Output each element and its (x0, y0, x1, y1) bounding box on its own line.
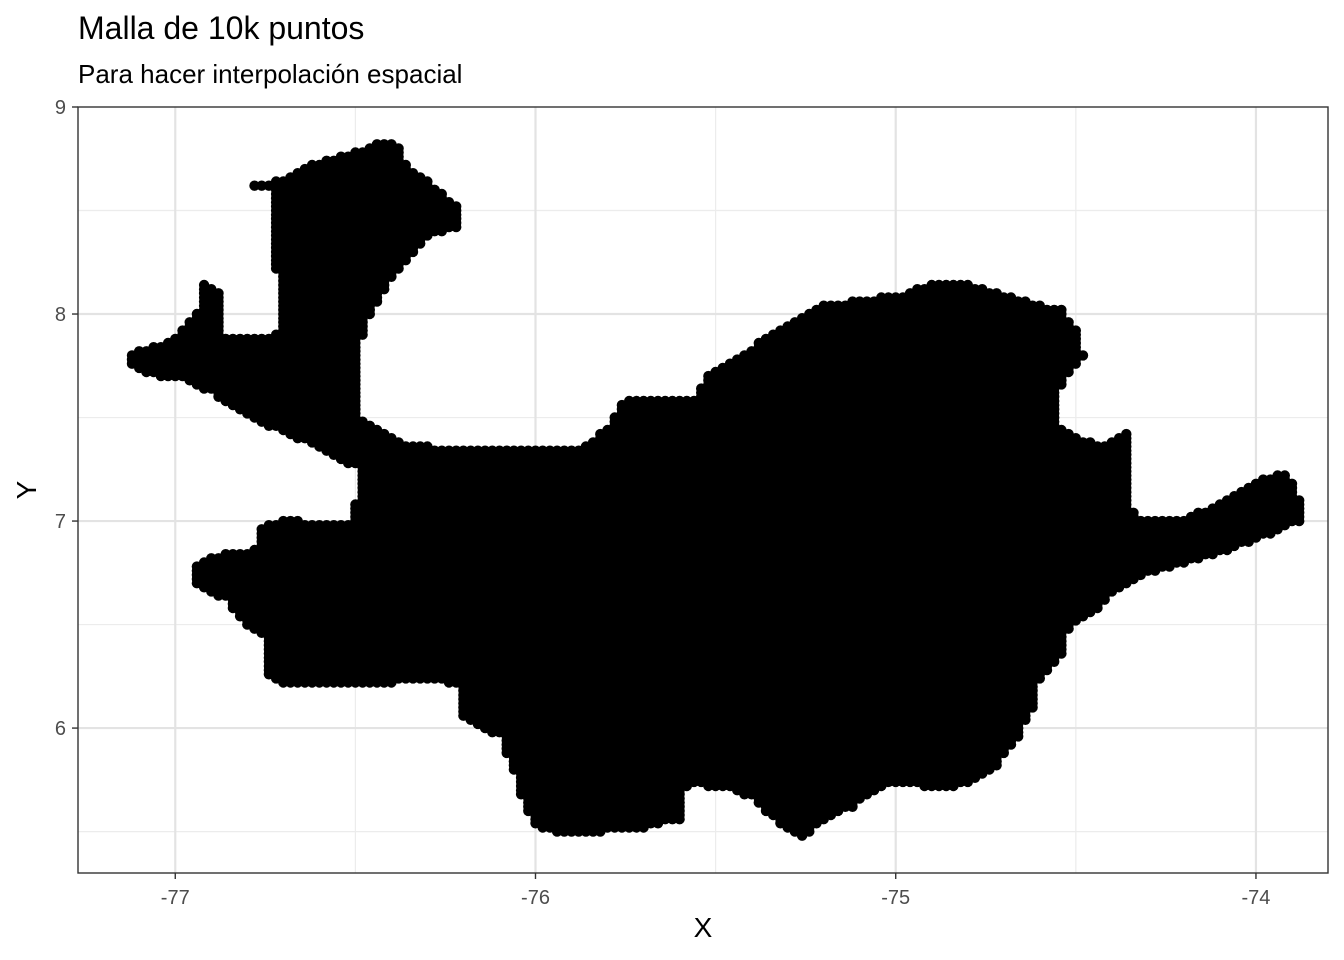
grid-point (249, 180, 260, 191)
grid-point (422, 176, 433, 187)
grid-point (393, 143, 404, 154)
grid-points (126, 139, 1305, 841)
chart-subtitle: Para hacer interpolación espacial (78, 59, 463, 89)
grid-point (400, 159, 411, 171)
grid-point (436, 188, 447, 200)
grid-point (451, 201, 462, 212)
grid-point (213, 288, 224, 299)
chart-title: Malla de 10k puntos (78, 10, 365, 46)
